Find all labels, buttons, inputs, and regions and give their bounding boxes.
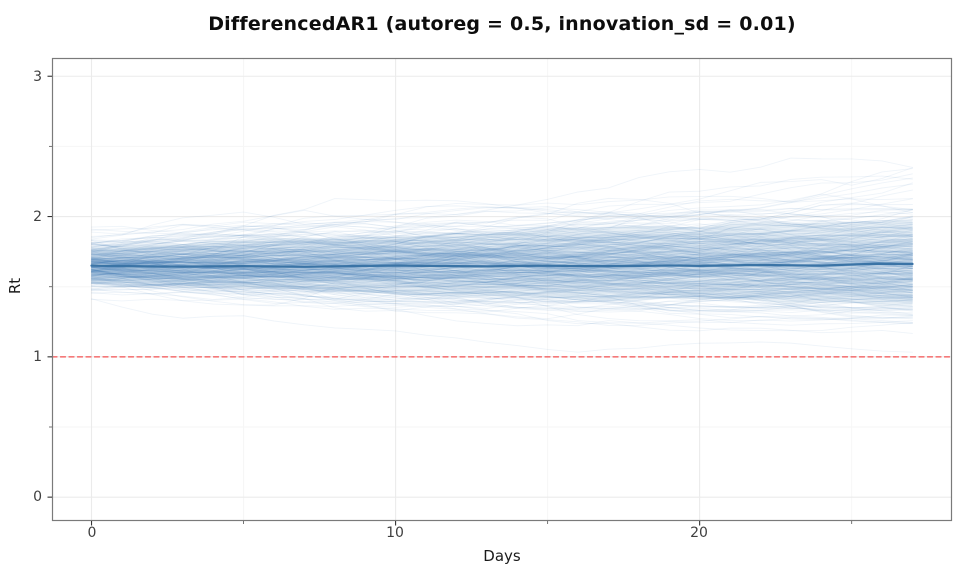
x-axis-label: Days [483,547,521,565]
chart-title: DifferencedAR1 (autoreg = 0.5, innovatio… [208,13,796,35]
y-tick-label-2: 2 [33,209,42,225]
x-tick-label-20: 20 [690,525,708,541]
y-axis-label: Rt [6,277,24,295]
y-tick-label-1: 1 [33,349,42,365]
y-tick-label-3: 3 [33,69,42,85]
x-tick-label-10: 10 [386,525,404,541]
x-tick-label-0: 0 [87,525,97,541]
y-tick-label-0: 0 [33,489,42,505]
